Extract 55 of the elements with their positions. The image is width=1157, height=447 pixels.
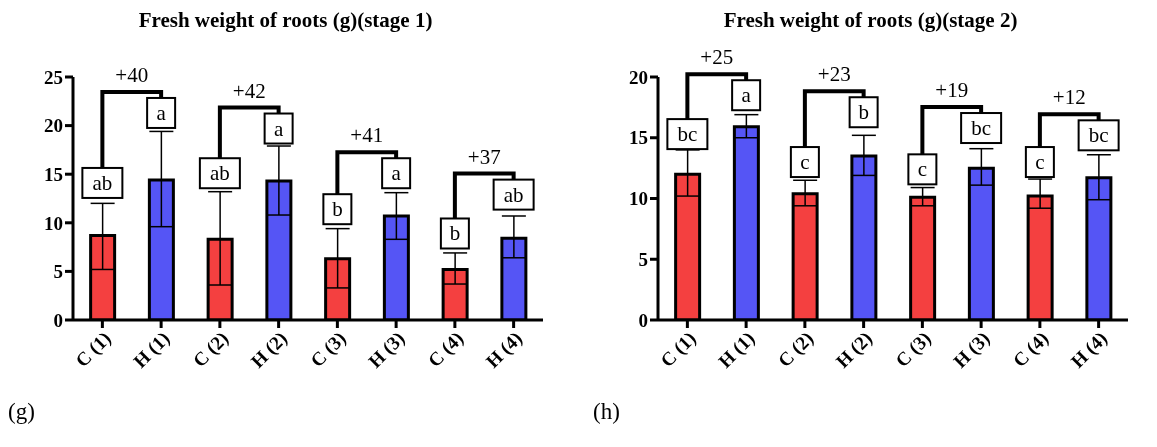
annotation: +40 — [115, 62, 149, 87]
annotation: a — [273, 116, 284, 141]
annotation: b — [332, 197, 343, 222]
y-tick-label: 15 — [44, 163, 63, 185]
annotation: +37 — [467, 144, 501, 169]
y-tick-label: 5 — [53, 261, 63, 283]
x-tick-label: C (4) — [423, 327, 468, 372]
annotation: ab — [503, 182, 524, 207]
y-tick-label: 20 — [44, 115, 63, 137]
annotation: a — [741, 83, 752, 108]
annotation: +19 — [935, 78, 969, 103]
x-tick-label: C (1) — [656, 327, 701, 372]
x-tick-label: C (2) — [773, 327, 818, 372]
x-tick-label: H (1) — [129, 327, 175, 373]
annotation: c — [1035, 150, 1045, 175]
y-tick-label: 15 — [629, 127, 648, 149]
y-tick-label: 5 — [638, 248, 648, 270]
annotation: a — [391, 161, 402, 186]
annotation: +12 — [1052, 85, 1086, 110]
annotation: ab — [92, 170, 113, 195]
annotation: b — [858, 100, 869, 125]
text: (g) — [8, 399, 36, 425]
annotation: b — [449, 221, 461, 246]
text: (h) — [593, 399, 621, 425]
y-tick-label: 0 — [53, 309, 63, 331]
annotation: +42 — [232, 78, 266, 103]
x-tick-label: H (1) — [714, 327, 760, 373]
annotation: ab — [209, 161, 230, 186]
x-tick-label: H (2) — [246, 327, 292, 373]
x-tick-label: H (3) — [364, 327, 410, 373]
annotation: c — [917, 157, 928, 182]
y-tick-label: 10 — [44, 212, 63, 234]
chart-title: Fresh weight of roots (g)(stage 1) — [137, 8, 434, 32]
annotation: a — [156, 100, 167, 125]
text: +25 — [700, 45, 734, 70]
y-tick-label: 25 — [44, 66, 63, 88]
x-tick-label: H (3) — [949, 327, 995, 373]
annotation: bc — [1088, 123, 1109, 148]
x-tick-label: H (2) — [831, 327, 877, 373]
x-tick-label: C (1) — [71, 327, 116, 372]
x-tick-label: H (4) — [481, 327, 527, 373]
x-tick-label: C (3) — [891, 327, 936, 372]
annotation: bc — [677, 122, 698, 147]
chart-title: Fresh weight of roots (g)(stage 2) — [722, 8, 1019, 32]
x-tick-label: C (3) — [306, 327, 351, 372]
x-tick-label: C (4) — [1008, 327, 1053, 372]
y-tick-label: 10 — [629, 188, 648, 210]
annotation: +41 — [350, 123, 384, 148]
y-tick-label: 20 — [629, 66, 648, 88]
annotation: bc — [971, 116, 992, 141]
x-tick-label: C (2) — [188, 327, 233, 372]
x-tick-label: H (4) — [1066, 327, 1112, 373]
y-tick-label: 0 — [638, 309, 648, 331]
annotation: +23 — [817, 62, 851, 87]
annotation: c — [800, 150, 810, 175]
